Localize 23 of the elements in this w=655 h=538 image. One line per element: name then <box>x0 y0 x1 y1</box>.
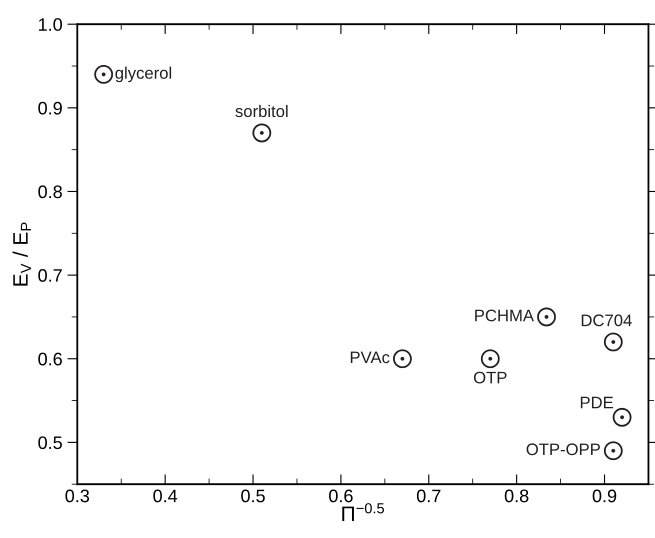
annotation: sorbitol <box>235 104 288 118</box>
y-tick-label: 1.0 <box>38 18 62 31</box>
x-tick-label: 0.4 <box>153 490 178 502</box>
annotation: OTP-OPP <box>526 443 600 456</box>
x-tick-label: 0.5 <box>241 490 265 502</box>
annotation: PVAc <box>350 352 390 364</box>
annotation: OTP <box>474 372 507 384</box>
x-tick-label: 0.8 <box>504 490 528 502</box>
x-tick-label: 0.3 <box>65 490 90 502</box>
x-tick-label: 0.7 <box>416 490 440 502</box>
y-tick-label: 0.9 <box>38 102 62 115</box>
annotation: DC704 <box>582 314 632 326</box>
x-tick-label: 0.6 <box>329 490 353 502</box>
y-tick-label: 0.6 <box>38 352 62 366</box>
annotation: PDE <box>580 396 614 408</box>
y-axis-title: E$_{V}$ / E$_{P}$ <box>12 222 31 286</box>
annotation: glycerol <box>115 66 172 82</box>
y-tick-label: 0.7 <box>38 269 62 282</box>
x-tick-label: 0.9 <box>592 490 616 502</box>
y-tick-label: 0.8 <box>38 185 62 198</box>
x-axis-title: Π$^{−0.5}$ <box>342 503 384 521</box>
y-tick-label: 0.5 <box>38 436 62 450</box>
annotation: PCHMA <box>475 310 534 322</box>
